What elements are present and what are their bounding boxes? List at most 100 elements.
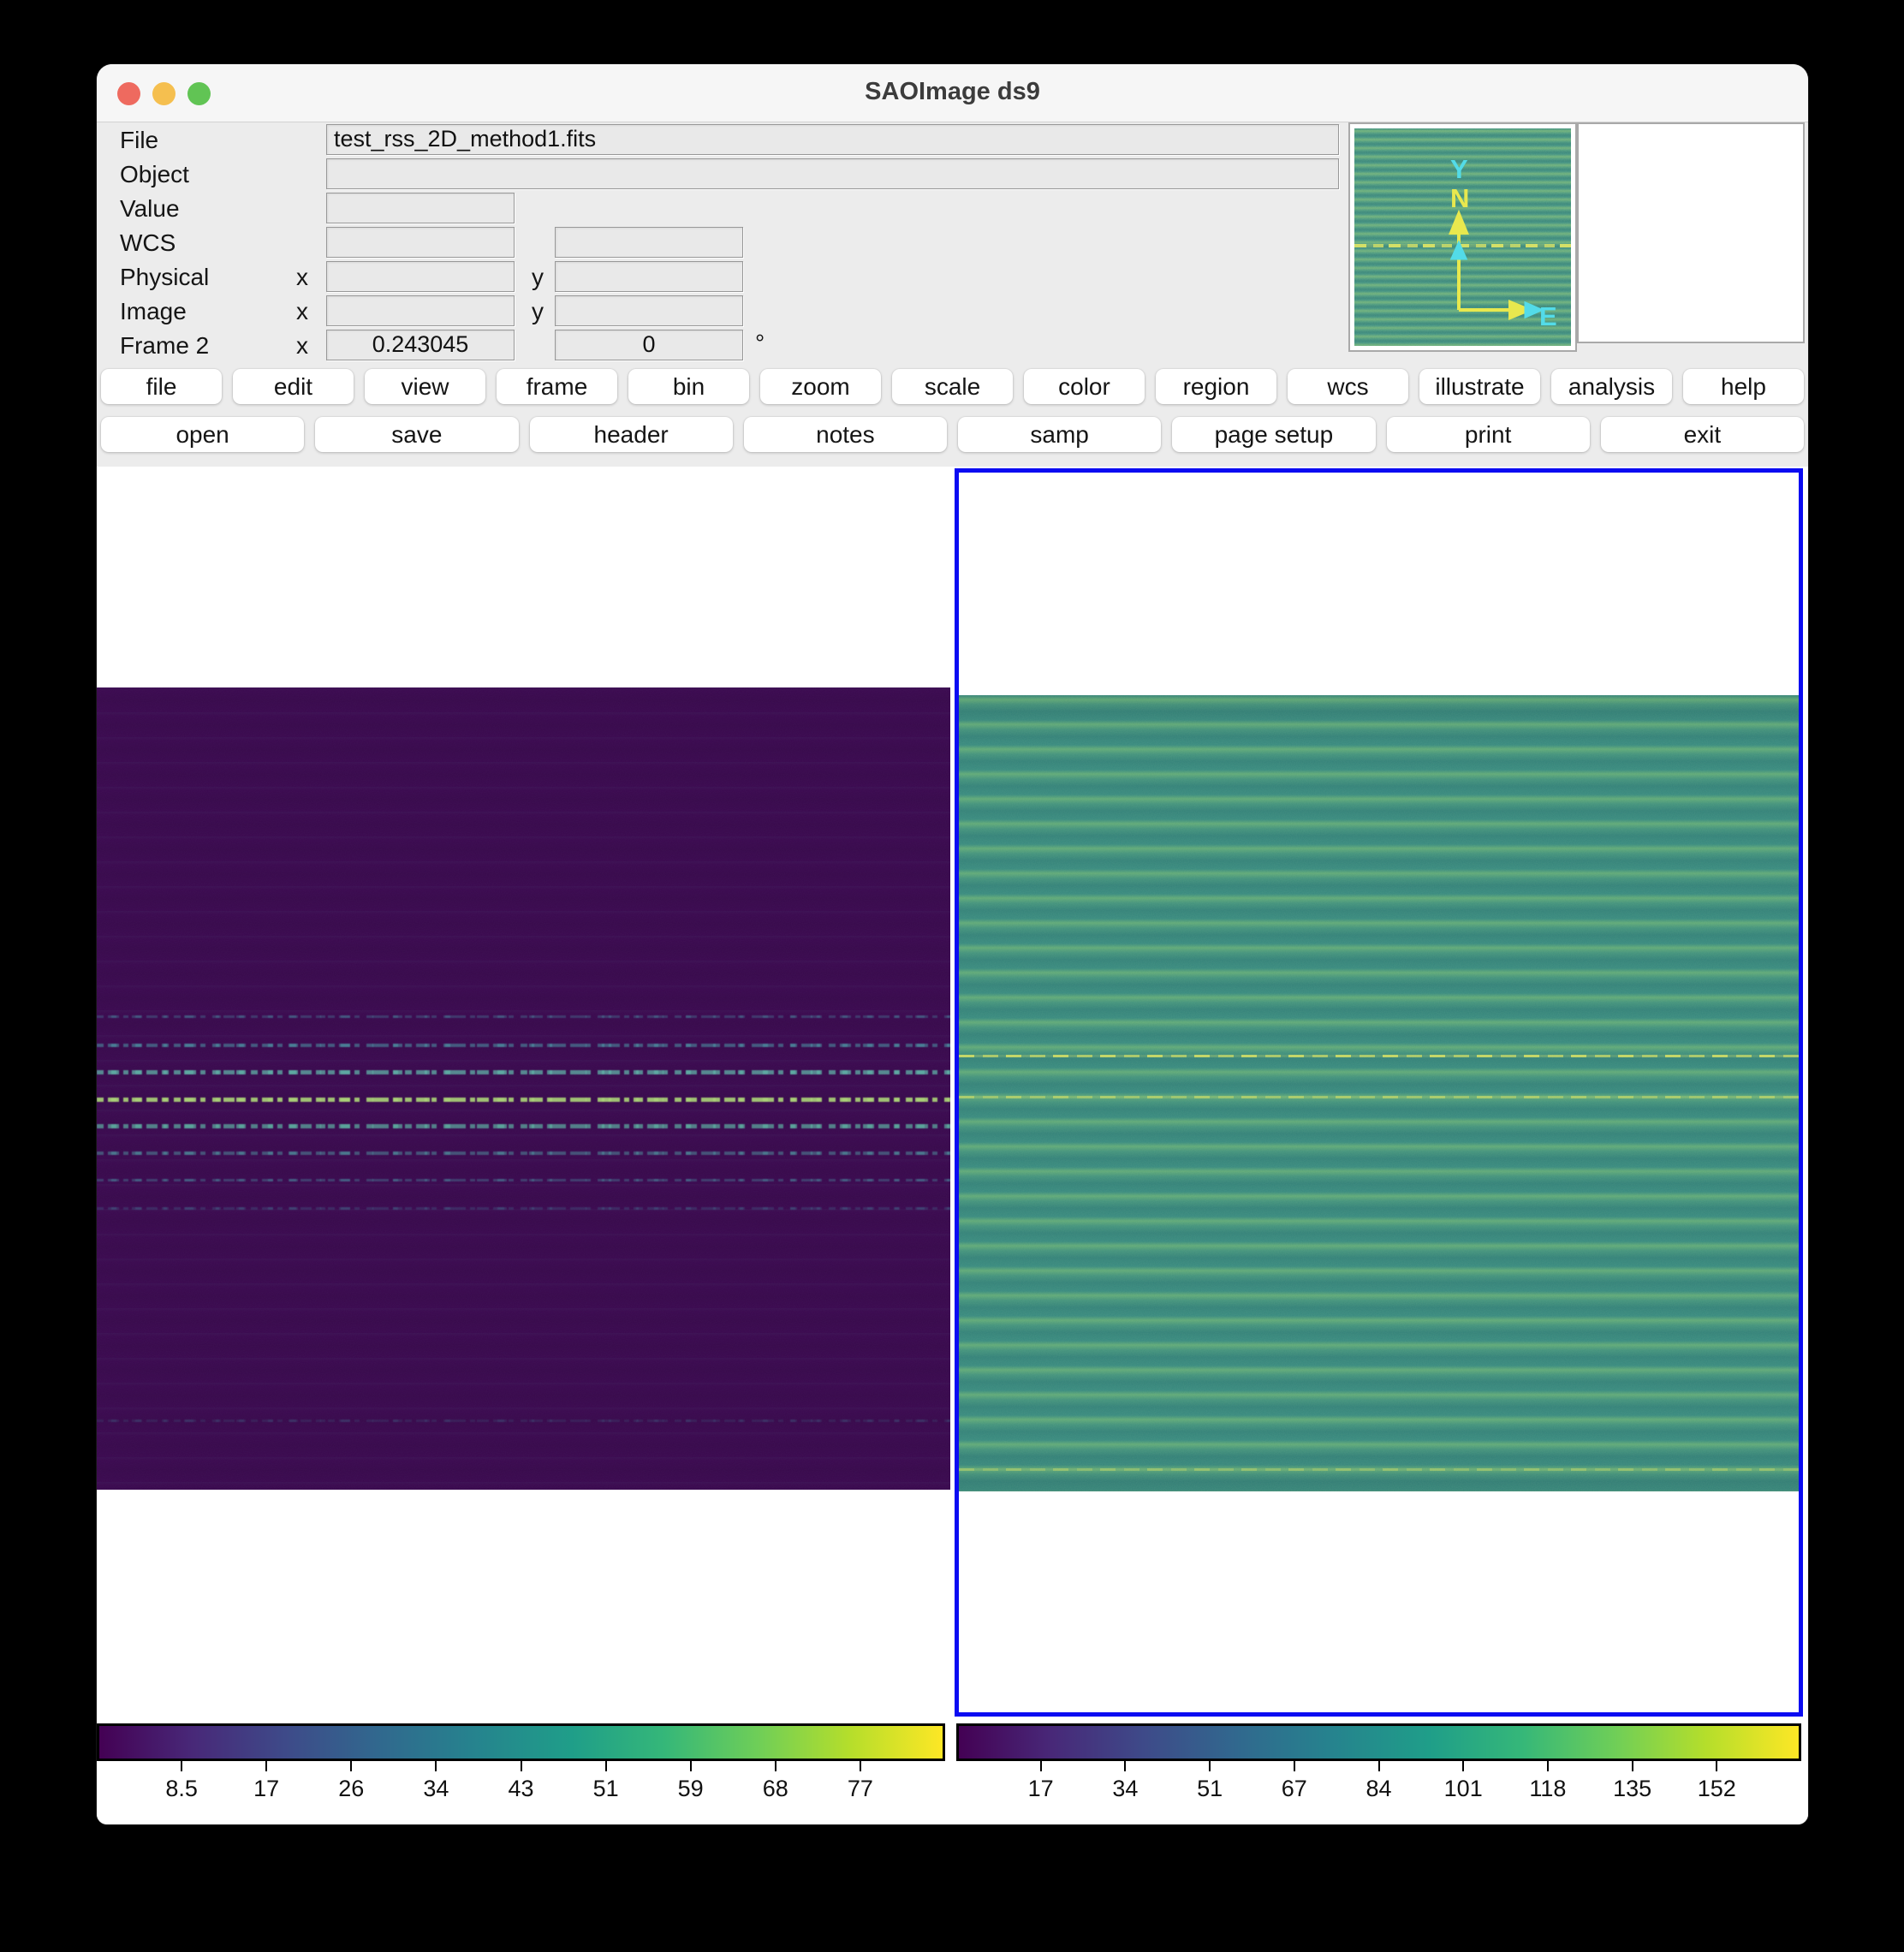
tick-mark bbox=[181, 1760, 183, 1771]
image-y-label: y bbox=[532, 298, 544, 324]
minimize-button[interactable] bbox=[152, 82, 176, 105]
tick-label: 59 bbox=[677, 1776, 704, 1801]
file-toolbar: open save header notes samp page setup p… bbox=[101, 417, 1804, 452]
menu-frame[interactable]: frame bbox=[497, 369, 617, 404]
magnifier bbox=[1577, 122, 1805, 343]
menu-analysis[interactable]: analysis bbox=[1551, 369, 1672, 404]
tick-label: 152 bbox=[1697, 1776, 1736, 1801]
info-row-physical: Physical x y bbox=[97, 259, 1808, 294]
frame-1-image[interactable] bbox=[97, 687, 950, 1490]
compass-north-label: N bbox=[1450, 183, 1469, 213]
menu-view[interactable]: view bbox=[365, 369, 485, 404]
tick-label: 43 bbox=[508, 1776, 534, 1801]
fullscreen-button[interactable] bbox=[187, 82, 211, 105]
colorbar-gradient[interactable] bbox=[956, 1723, 1801, 1761]
panner[interactable]: N Y E X bbox=[1348, 122, 1577, 352]
tick-label: 34 bbox=[423, 1776, 449, 1801]
menu-edit[interactable]: edit bbox=[233, 369, 354, 404]
compass-y-label: Y bbox=[1450, 154, 1468, 184]
toolbar-open[interactable]: open bbox=[101, 417, 305, 452]
menu-help[interactable]: help bbox=[1683, 369, 1804, 404]
spectral-line bbox=[97, 1015, 950, 1018]
window-title: SAOImage ds9 bbox=[865, 78, 1040, 105]
degree-symbol: ° bbox=[755, 330, 765, 356]
frame-zoom-field[interactable]: 0.243045 bbox=[326, 330, 515, 360]
spectral-line bbox=[97, 1070, 950, 1074]
image-y-field[interactable] bbox=[555, 295, 743, 326]
physical-label: Physical bbox=[120, 264, 210, 290]
menu-scale[interactable]: scale bbox=[892, 369, 1013, 404]
colorbar-gradient[interactable] bbox=[97, 1723, 945, 1761]
tick-mark bbox=[859, 1760, 861, 1771]
toolbar-exit[interactable]: exit bbox=[1600, 417, 1804, 452]
file-field[interactable]: test_rss_2D_method1.fits bbox=[326, 124, 1339, 155]
spectral-line bbox=[97, 1179, 950, 1181]
physical-x-field[interactable] bbox=[326, 261, 515, 292]
value-field[interactable] bbox=[326, 193, 515, 223]
toolbar-save[interactable]: save bbox=[315, 417, 519, 452]
tick-mark bbox=[1546, 1760, 1549, 1771]
info-row-value: Value bbox=[97, 191, 1808, 225]
file-label: File bbox=[120, 127, 159, 153]
object-field[interactable] bbox=[326, 158, 1339, 189]
menu-color[interactable]: color bbox=[1024, 369, 1145, 404]
frame-2-image[interactable] bbox=[959, 695, 1799, 1491]
image-noise bbox=[959, 695, 1799, 1491]
tick-mark bbox=[520, 1760, 522, 1771]
tick-mark bbox=[435, 1760, 437, 1771]
frame-1[interactable] bbox=[97, 467, 999, 1803]
bright-spectrum-line bbox=[959, 1055, 1799, 1057]
titlebar[interactable]: SAOImage ds9 bbox=[97, 64, 1808, 122]
toolbar-page-setup[interactable]: page setup bbox=[1172, 417, 1376, 452]
menu-zoom[interactable]: zoom bbox=[760, 369, 881, 404]
info-row-wcs: WCS bbox=[97, 225, 1808, 259]
toolbar-header[interactable]: header bbox=[529, 417, 733, 452]
tick-mark bbox=[1293, 1760, 1295, 1771]
tick-mark bbox=[1124, 1760, 1127, 1771]
tick-label: 51 bbox=[1197, 1776, 1223, 1801]
image-x-label: x bbox=[296, 298, 308, 324]
menu-region[interactable]: region bbox=[1156, 369, 1276, 404]
close-button[interactable] bbox=[117, 82, 140, 105]
tick-label: 84 bbox=[1366, 1776, 1392, 1801]
info-row-image: Image x y bbox=[97, 294, 1808, 328]
tick-mark bbox=[1631, 1760, 1633, 1771]
toolbar-samp[interactable]: samp bbox=[958, 417, 1162, 452]
tick-label: 17 bbox=[253, 1776, 280, 1801]
tick-label: 135 bbox=[1613, 1776, 1652, 1801]
menu-wcs[interactable]: wcs bbox=[1288, 369, 1408, 404]
toolbar-notes[interactable]: notes bbox=[743, 417, 947, 452]
wcs-label: WCS bbox=[120, 229, 176, 256]
compass-east-label: E bbox=[1539, 301, 1557, 331]
spectral-line bbox=[97, 1098, 950, 1102]
spectral-line bbox=[97, 1044, 950, 1047]
tick-mark bbox=[774, 1760, 776, 1771]
tick-mark bbox=[1209, 1760, 1211, 1771]
tick-label: 26 bbox=[338, 1776, 365, 1801]
info-row-file: File test_rss_2D_method1.fits bbox=[97, 122, 1808, 157]
menu-bar: file edit view frame bin zoom scale colo… bbox=[101, 369, 1804, 404]
bright-spectrum-line bbox=[959, 1468, 1799, 1471]
tick-mark bbox=[604, 1760, 607, 1771]
physical-y-field[interactable] bbox=[555, 261, 743, 292]
image-noise bbox=[97, 687, 950, 1490]
menu-file[interactable]: file bbox=[101, 369, 222, 404]
tick-mark bbox=[350, 1760, 353, 1771]
wcs-field-1[interactable] bbox=[326, 227, 515, 258]
wcs-field-2[interactable] bbox=[555, 227, 743, 258]
bright-spectrum-line bbox=[959, 1096, 1799, 1098]
menu-bin[interactable]: bin bbox=[628, 369, 749, 404]
panner-image: N Y E X bbox=[1354, 128, 1571, 346]
tick-label: 8.5 bbox=[165, 1776, 198, 1801]
toolbar-print[interactable]: print bbox=[1386, 417, 1590, 452]
frame-2-selected[interactable] bbox=[955, 468, 1803, 1717]
menu-illustrate[interactable]: illustrate bbox=[1419, 369, 1540, 404]
tick-label: 101 bbox=[1443, 1776, 1483, 1801]
tick-mark bbox=[265, 1760, 268, 1771]
frame-area bbox=[97, 467, 1808, 1803]
image-x-field[interactable] bbox=[326, 295, 515, 326]
ds9-window: SAOImage ds9 File test_rss_2D_method1.fi… bbox=[97, 64, 1808, 1824]
frame-rotation-field[interactable]: 0 bbox=[555, 330, 743, 360]
image-label: Image bbox=[120, 298, 187, 324]
